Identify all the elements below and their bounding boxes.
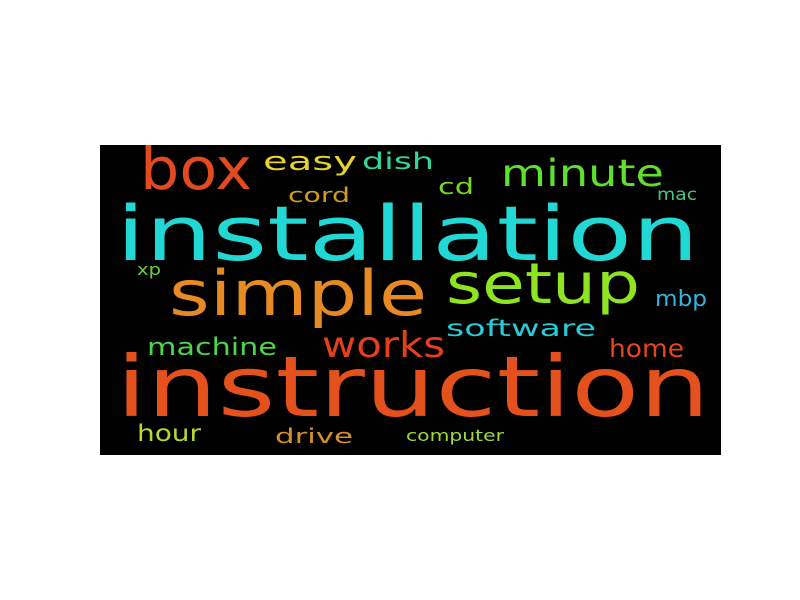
word-drive: drive: [275, 424, 354, 448]
word-cord: cord: [288, 183, 350, 207]
word-cd: cd: [438, 175, 474, 200]
word-installation: installation: [116, 189, 699, 278]
word-setup: setup: [446, 252, 641, 317]
word-home: home: [609, 334, 684, 363]
word-software: software: [446, 316, 597, 342]
word-instruction: instruction: [116, 338, 710, 436]
word-easy: easy: [263, 147, 357, 177]
word-mac: mac: [657, 185, 697, 205]
word-machine: machine: [147, 333, 277, 361]
word-cloud: box easy dish minute cd cord mac install…: [100, 145, 721, 455]
word-works: works: [322, 325, 446, 366]
word-mbp: mbp: [655, 287, 707, 312]
word-simple: simple: [169, 257, 428, 330]
word-box: box: [140, 145, 252, 203]
word-hour: hour: [137, 421, 202, 447]
word-minute: minute: [501, 152, 664, 195]
word-dish: dish: [362, 149, 435, 175]
word-xp: xp: [137, 260, 162, 279]
word-computer: computer: [406, 426, 505, 445]
